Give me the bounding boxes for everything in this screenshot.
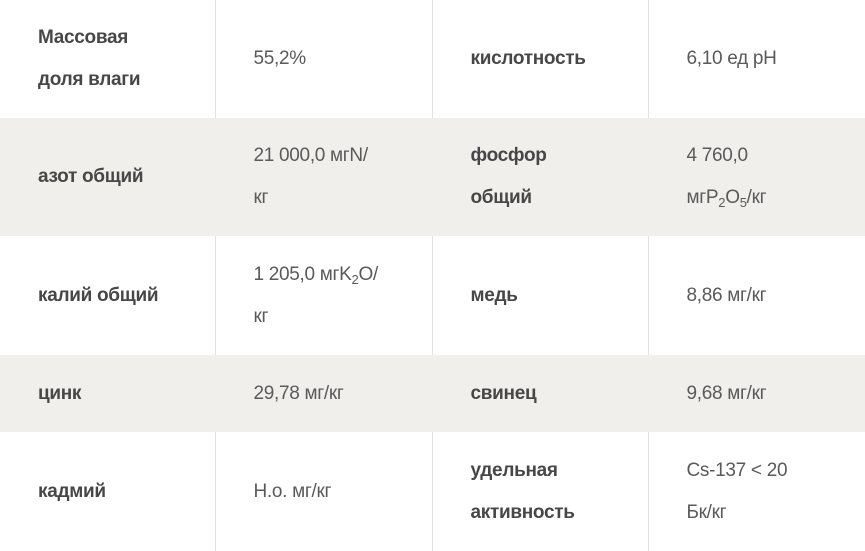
parameter-label: калий общий (38, 284, 159, 306)
parameter-value: 9,68 мг/кг (647, 355, 865, 432)
parameter-value: 29,78 мг/кг (214, 355, 432, 432)
parameter-label: кадмий (38, 480, 106, 502)
parameter-value: 1 205,0 мгK2O/ кг (214, 236, 432, 355)
table-row: Массовая доля влаги 55,2% кислотность 6,… (0, 0, 865, 118)
subscript: 5 (739, 195, 747, 210)
subscript: 2 (351, 271, 359, 287)
parameter-label: цинк (0, 355, 215, 432)
parameter-value: Cs-137 < 20 Бк/кг (647, 432, 865, 551)
parameter-label: азот общий (0, 118, 215, 236)
parameter-label: Массовая доля влаги (38, 27, 141, 90)
parameter-label: фосфор общий (431, 118, 648, 236)
parameter-value: 8,86 мг/кг (647, 236, 865, 355)
parameter-label: свинец (431, 355, 648, 432)
parameter-label: кислотность (431, 0, 648, 118)
table-row: калий общий 1 205,0 мгK2O/ кг медь 8,86 … (0, 236, 865, 355)
parameter-label: медь (431, 236, 648, 355)
table-row: цинк 29,78 мг/кг свинец 9,68 мг/кг (0, 355, 865, 432)
parameter-value: 55,2% (214, 0, 432, 118)
table-row: азот общий 21 000,0 мгN/ кг фосфор общий… (0, 118, 865, 236)
parameter-label: удельная активность (431, 432, 648, 551)
parameter-value: 21 000,0 мгN/ кг (214, 118, 432, 236)
parameter-value: 4 760,0 мгP2O5/кг (647, 118, 865, 236)
table-row: кадмий Н.о. мг/кг удельная активность Cs… (0, 432, 865, 551)
parameter-value: Н.о. мг/кг (214, 432, 432, 551)
parameter-value: 6,10 ед pH (647, 0, 865, 118)
subscript: 2 (718, 195, 726, 210)
